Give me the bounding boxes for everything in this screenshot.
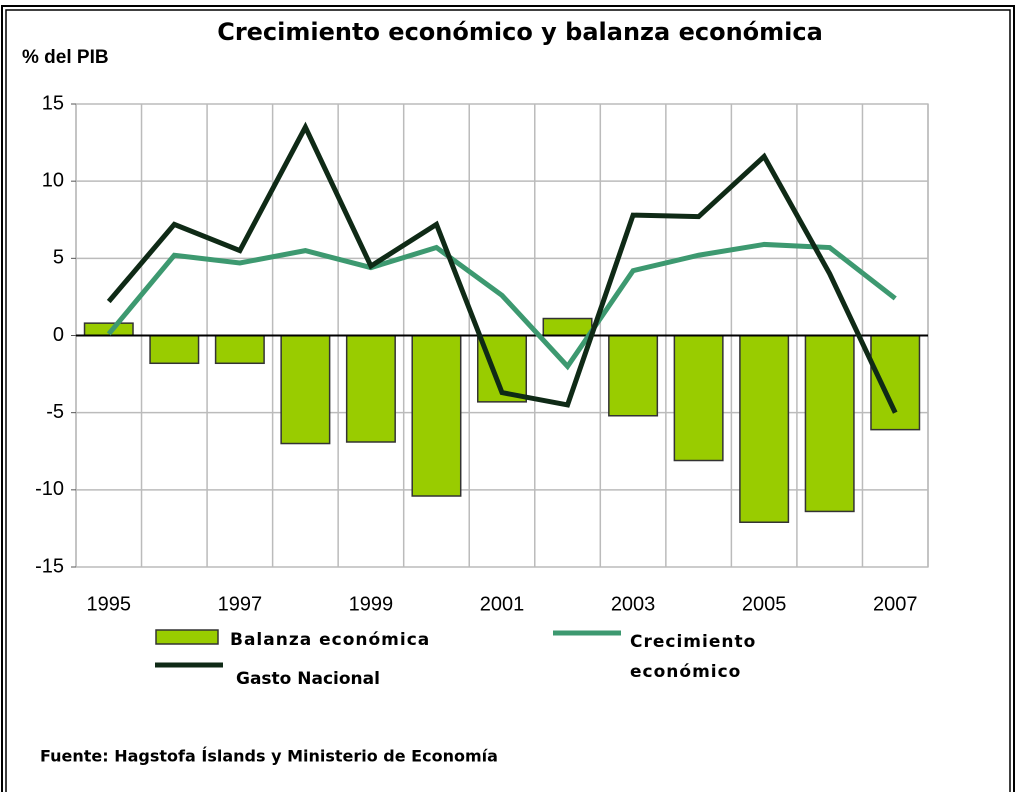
legend-label: Balanza económica bbox=[230, 630, 430, 650]
frame-inner bbox=[5, 9, 1011, 792]
y-axis-label: % del PIB bbox=[22, 47, 109, 68]
source-note: Fuente: Hagstofa Íslands y Ministerio de… bbox=[40, 747, 498, 766]
bar bbox=[542, 317, 593, 337]
x-tick-label: 1999 bbox=[349, 593, 394, 615]
bar bbox=[739, 334, 790, 523]
y-tick-label: 5 bbox=[53, 247, 64, 269]
legend-label: Crecimiento económico bbox=[630, 632, 757, 682]
bar bbox=[608, 334, 659, 417]
bar bbox=[214, 334, 265, 365]
y-tick-label: 10 bbox=[42, 169, 64, 191]
x-tick-label: 2003 bbox=[611, 593, 656, 615]
frame-outer bbox=[1, 5, 1015, 792]
y-tick-label: 0 bbox=[53, 324, 64, 346]
y-tick-label: -5 bbox=[46, 401, 64, 423]
chart-title: Crecimiento económico y balanza económic… bbox=[217, 18, 823, 46]
x-tick-label: 1995 bbox=[87, 593, 132, 615]
x-tick-label: 2001 bbox=[480, 593, 525, 615]
legend-swatch bbox=[155, 629, 219, 645]
x-tick-label: 1997 bbox=[218, 593, 263, 615]
bar bbox=[345, 334, 396, 443]
bar bbox=[673, 334, 724, 462]
line bbox=[106, 241, 897, 371]
legend-label-box: Crecimiento económico bbox=[630, 632, 757, 682]
bar bbox=[411, 334, 462, 497]
line bbox=[106, 121, 898, 414]
bar bbox=[149, 334, 200, 365]
bar bbox=[804, 334, 855, 513]
x-tick-label: 2007 bbox=[873, 593, 918, 615]
y-tick-label: 15 bbox=[42, 92, 64, 114]
legend-label: Gasto Nacional bbox=[236, 669, 380, 689]
bar bbox=[870, 334, 921, 431]
x-tick-label: 2005 bbox=[742, 593, 787, 615]
y-tick-label: -15 bbox=[35, 555, 64, 577]
bar bbox=[280, 334, 331, 445]
y-tick-label: -10 bbox=[35, 478, 64, 500]
